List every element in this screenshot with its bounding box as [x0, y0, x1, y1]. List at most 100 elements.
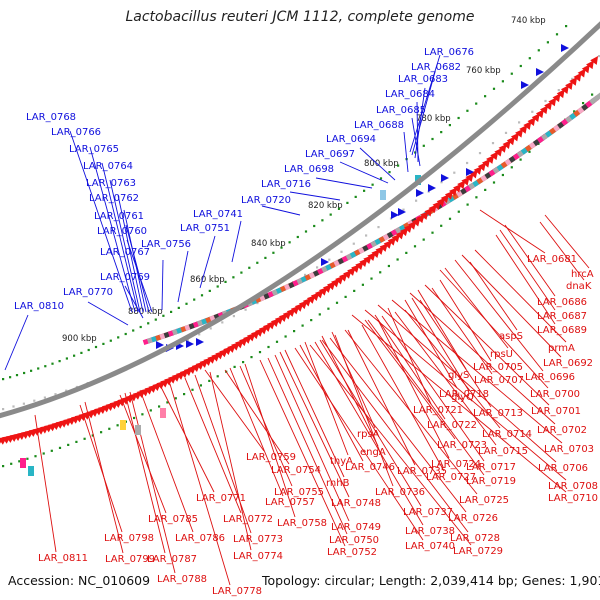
scale-dot — [475, 196, 478, 199]
scale-dot — [191, 388, 194, 391]
forward-gene-arrow — [420, 211, 429, 220]
forward-gene-arrow — [403, 224, 413, 233]
forward-gene-arrow — [544, 101, 553, 111]
lower-gene-label: LAR_0706 — [538, 463, 588, 474]
scale-dot — [565, 25, 568, 28]
lower-gene-label: LAR_0689 — [537, 325, 587, 336]
kbp-tick-label: 880 kbp — [128, 307, 163, 317]
forward-gene-arrow — [519, 124, 528, 134]
scale-dot — [216, 375, 219, 378]
scale-dot — [440, 131, 443, 134]
forward-gene-arrow — [586, 60, 594, 70]
lower-callout-line — [374, 314, 446, 420]
lower-callout-line — [495, 234, 556, 325]
upper-gene-label: LAR_0684 — [385, 89, 435, 100]
lower-gene-label: LAR_0746 — [345, 462, 395, 473]
lower-gene-label: LAR_0687 — [537, 311, 587, 322]
forward-gene-arrow — [432, 201, 441, 210]
scale-dot — [352, 242, 355, 245]
scale-dot — [528, 57, 531, 60]
upper-gene-label: LAR_0688 — [354, 120, 404, 131]
lower-callout-line — [404, 309, 501, 429]
forward-gene-arrow — [573, 72, 582, 82]
scale-dot — [361, 283, 364, 286]
scale-dot — [208, 289, 211, 292]
upper-callout-line — [177, 250, 189, 303]
lower-gene-label: LAR_0696 — [525, 372, 575, 383]
scale-dot — [183, 393, 186, 396]
forward-gene-arrow — [408, 221, 417, 230]
upper-callout-line — [124, 285, 144, 319]
reverse-gene-arrow — [186, 340, 194, 348]
lower-gene-label: LAR_0718 — [439, 389, 489, 400]
lower-gene-label: aspS — [499, 331, 523, 342]
upper-gene-label: LAR_0756 — [141, 239, 191, 250]
scale-dot — [216, 285, 219, 288]
scale-dot — [34, 455, 37, 458]
scale-dot — [177, 306, 180, 309]
scale-dot — [598, 55, 600, 58]
scale-dot — [200, 294, 204, 297]
scale-dot — [304, 230, 308, 233]
reverse-gene-arrow — [536, 68, 544, 76]
scale-dot — [397, 164, 400, 167]
lower-gene-label: LAR_0752 — [327, 547, 377, 558]
scale-dot — [221, 321, 224, 324]
scale-dot — [440, 224, 443, 227]
upper-gene-label: LAR_0741 — [193, 209, 243, 220]
scale-dot — [244, 308, 247, 311]
reverse-gene-arrow — [398, 208, 406, 216]
upper-gene-label: LAR_0762 — [89, 193, 139, 204]
genome-backbone — [0, 21, 600, 419]
lower-gene-label: LAR_0740 — [405, 541, 455, 552]
scale-dot — [87, 348, 90, 352]
forward-gene-arrow — [391, 233, 401, 243]
lower-callout-line — [411, 297, 470, 392]
scale-dot — [388, 171, 391, 174]
reverse-gene-arrow — [321, 258, 329, 266]
feature-block — [589, 92, 600, 105]
scale-dot — [83, 437, 86, 440]
scale-dot — [414, 151, 417, 154]
lower-gene-label: engA — [360, 447, 386, 458]
scale-dot — [154, 318, 157, 321]
scale-dot — [51, 362, 54, 365]
scale-dot — [431, 137, 434, 141]
lower-gene-label: glyS — [448, 370, 469, 381]
forward-gene-arrow — [469, 169, 478, 179]
lower-callout-line — [79, 404, 123, 533]
scale-dot — [546, 41, 549, 44]
lower-callout-line — [284, 349, 345, 478]
scale-dot — [170, 310, 173, 313]
lower-callout-line — [314, 341, 424, 526]
reverse-gene-arrow — [441, 174, 449, 182]
lower-callout-line — [351, 314, 567, 493]
upper-gene-label: LAR_0716 — [261, 179, 311, 190]
lower-gene-label: LAR_0705 — [473, 362, 523, 373]
reverse-gene-arrow — [156, 341, 164, 349]
lower-gene-label: LAR_0738 — [405, 526, 455, 537]
scale-dot — [58, 360, 61, 363]
forward-gene-arrow — [556, 89, 565, 99]
lower-callout-line — [439, 279, 492, 362]
lower-callout-line — [391, 299, 563, 444]
upper-callout-line — [89, 146, 136, 313]
reverse-gene-arrow — [416, 189, 424, 197]
scale-dot — [12, 405, 15, 408]
forward-gene-arrow — [416, 214, 425, 224]
scale-dot — [275, 340, 279, 343]
upper-callout-line — [161, 259, 164, 311]
lower-gene-label: LAR_0757 — [265, 497, 315, 508]
scale-dot — [504, 131, 508, 134]
lower-gene-label: LAR_0725 — [459, 495, 509, 506]
lower-callout-line — [404, 299, 458, 389]
lower-callout-line — [377, 304, 557, 463]
lower-gene-label: LAR_0798 — [104, 533, 154, 544]
scale-dot — [293, 330, 296, 333]
scale-dot — [466, 203, 469, 206]
lower-gene-label: thyA — [330, 456, 353, 467]
gene-arrows — [0, 44, 599, 446]
lower-callout-line — [474, 249, 567, 343]
scale-dot — [147, 322, 150, 325]
